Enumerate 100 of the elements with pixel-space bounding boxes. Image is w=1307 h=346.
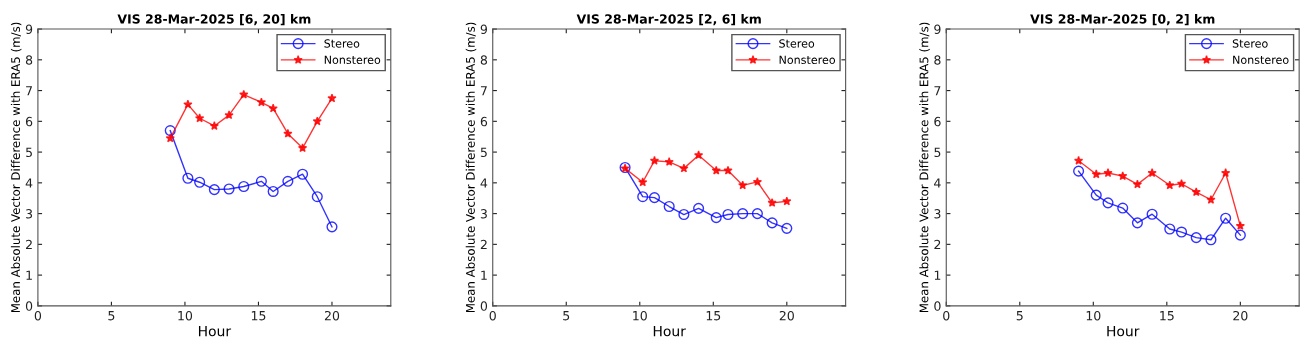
point (224, 110, 234, 120)
y-tick-label: 5 (934, 147, 941, 158)
x-tick-label: 0 (34, 310, 42, 321)
y-tick-label: 1 (481, 270, 487, 280)
point (737, 208, 749, 220)
point (1206, 194, 1216, 204)
legend-label: Nonstereo (324, 55, 381, 64)
y-tick-label: 9 (480, 24, 487, 34)
x-tick-label: 20 (1233, 310, 1248, 321)
y-tick-label: 8 (480, 55, 488, 65)
x-tick-label: 5 (563, 311, 570, 321)
point (1234, 229, 1246, 241)
point (327, 93, 337, 103)
x-tick-label: 10 (1086, 310, 1101, 321)
point (1073, 155, 1084, 165)
y-tick-label: 6 (480, 116, 488, 127)
point (1073, 165, 1085, 177)
point (693, 202, 705, 214)
y-tick-label: 7 (480, 86, 487, 96)
point (679, 163, 689, 173)
point (1091, 169, 1101, 179)
point (209, 121, 220, 131)
point (208, 184, 220, 196)
legend-label: Nonstereo (1233, 55, 1289, 64)
point (182, 172, 194, 184)
point (711, 165, 721, 175)
point (1147, 168, 1157, 178)
x-axis-title: Hour (653, 326, 686, 337)
x-tick-label: 15 (251, 311, 266, 321)
x-tick-label: 5 (1016, 311, 1023, 321)
y-axis-title: Mean Absolute Vector Difference with ERA5 (m/s) (919, 22, 930, 313)
chart-title: VIS 28-Mar-2025 [6, 20] km (117, 14, 311, 26)
point (1235, 221, 1246, 230)
x-tick-label: 10 (633, 310, 647, 321)
legend-label: Stereo (324, 39, 360, 48)
point (1118, 171, 1128, 181)
legend-label: Stereo (779, 39, 815, 48)
x-tick-label: 15 (1160, 311, 1174, 321)
x-axis-title: Hour (198, 326, 232, 337)
chart-title: VIS 28-Mar-2025 [0, 2] km (1030, 14, 1215, 26)
point (239, 89, 249, 99)
x-axis-title: Hour (1107, 326, 1140, 337)
point (693, 150, 704, 160)
y-tick-label: 6 (25, 116, 33, 127)
point (782, 196, 792, 206)
point (267, 185, 279, 198)
legend-label: Nonstereo (779, 55, 836, 64)
point (194, 113, 205, 123)
y-tick-label: 0 (480, 301, 488, 311)
point (637, 191, 649, 203)
point (1102, 197, 1114, 209)
y-tick-label: 6 (934, 116, 941, 127)
point (1090, 189, 1102, 201)
point (1175, 226, 1188, 238)
point (312, 116, 322, 126)
y-tick-label: 5 (480, 147, 487, 158)
y-axis-title: Mean Absolute Vector Difference with ERA5 (m/s) (465, 22, 477, 313)
point (767, 197, 777, 207)
point (1103, 168, 1113, 178)
point (678, 208, 690, 221)
point (164, 125, 176, 137)
point (223, 183, 235, 195)
point (194, 176, 206, 188)
point (255, 175, 267, 187)
y-tick-label: 2 (480, 239, 487, 250)
point (183, 99, 193, 109)
point (283, 128, 293, 138)
x-tick-label: 0 (943, 310, 950, 321)
point (268, 103, 278, 113)
point (1146, 208, 1158, 220)
point (1191, 187, 1201, 197)
y-tick-label: 8 (934, 55, 941, 65)
point (649, 155, 660, 165)
y-tick-label: 0 (934, 301, 941, 311)
y-tick-label: 3 (480, 209, 487, 219)
y-tick-label: 7 (26, 86, 32, 96)
y-tick-label: 9 (934, 24, 941, 34)
point (722, 208, 734, 221)
y-axis-title: Mean Absolute Vector Difference with ERA5 (m/s) (10, 22, 22, 313)
y-tick-label: 0 (25, 301, 33, 311)
point (1165, 180, 1175, 190)
point (297, 143, 308, 153)
y-tick-label: 1 (26, 270, 32, 280)
point (238, 180, 250, 193)
y-tick-label: 7 (934, 86, 941, 96)
point (1190, 232, 1202, 244)
point (710, 212, 722, 224)
point (664, 157, 674, 166)
point (766, 217, 778, 229)
y-tick-label: 9 (25, 24, 33, 34)
x-tick-label: 20 (779, 310, 794, 321)
point (1205, 234, 1217, 246)
point (1164, 223, 1176, 235)
point (1220, 212, 1232, 224)
y-tick-label: 8 (25, 55, 33, 65)
chart-title: VIS 28-Mar-2025 [2, 6] km (576, 14, 761, 26)
y-tick-label: 5 (26, 147, 32, 158)
point (781, 222, 793, 234)
point (648, 192, 661, 204)
point (752, 177, 763, 186)
